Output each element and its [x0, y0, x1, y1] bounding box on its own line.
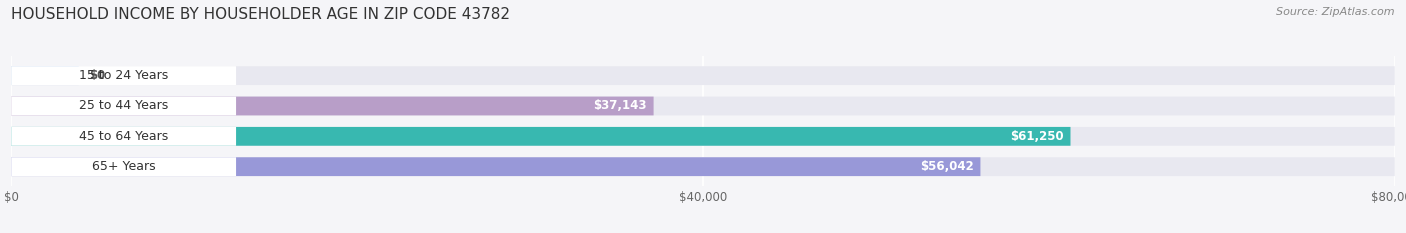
- Text: $37,143: $37,143: [593, 99, 647, 113]
- FancyBboxPatch shape: [11, 157, 1395, 176]
- Text: $0: $0: [89, 69, 105, 82]
- Text: HOUSEHOLD INCOME BY HOUSEHOLDER AGE IN ZIP CODE 43782: HOUSEHOLD INCOME BY HOUSEHOLDER AGE IN Z…: [11, 7, 510, 22]
- FancyBboxPatch shape: [11, 66, 236, 85]
- Text: 45 to 64 Years: 45 to 64 Years: [79, 130, 169, 143]
- FancyBboxPatch shape: [11, 97, 236, 115]
- FancyBboxPatch shape: [11, 66, 79, 85]
- Text: 25 to 44 Years: 25 to 44 Years: [79, 99, 169, 113]
- FancyBboxPatch shape: [11, 157, 980, 176]
- Text: Source: ZipAtlas.com: Source: ZipAtlas.com: [1277, 7, 1395, 17]
- FancyBboxPatch shape: [11, 127, 1395, 146]
- Text: $56,042: $56,042: [920, 160, 973, 173]
- FancyBboxPatch shape: [11, 97, 654, 115]
- FancyBboxPatch shape: [11, 127, 236, 146]
- FancyBboxPatch shape: [11, 97, 1395, 115]
- FancyBboxPatch shape: [11, 157, 236, 176]
- FancyBboxPatch shape: [11, 127, 1070, 146]
- Text: 15 to 24 Years: 15 to 24 Years: [79, 69, 169, 82]
- Text: 65+ Years: 65+ Years: [91, 160, 156, 173]
- Text: $61,250: $61,250: [1010, 130, 1063, 143]
- FancyBboxPatch shape: [11, 66, 1395, 85]
